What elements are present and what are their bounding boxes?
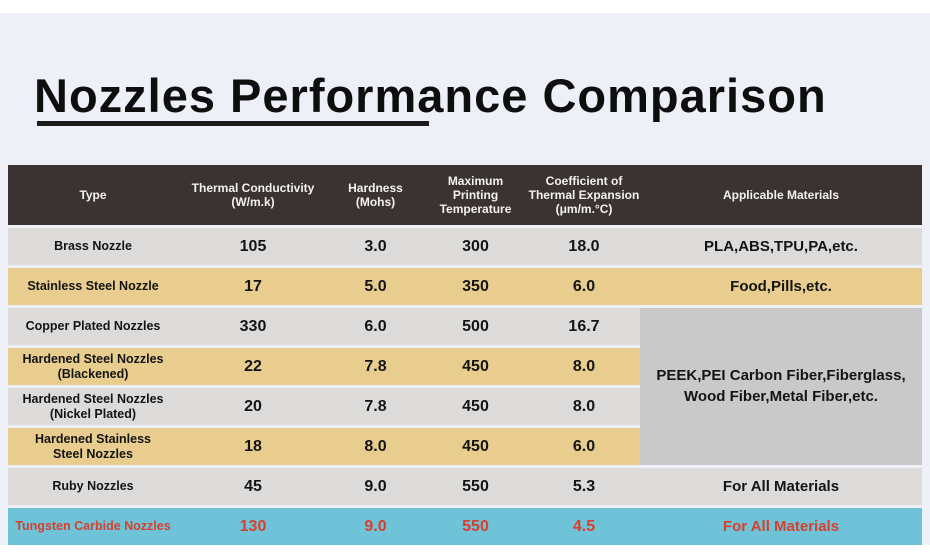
table-cell-conductivity: 20 (178, 388, 328, 425)
table-cell-max-temp: 550 (423, 468, 528, 505)
table-cell-materials: For All Materials (640, 508, 922, 545)
table-cell-hardness: 6.0 (328, 308, 423, 345)
column-header-type: Type (8, 165, 178, 225)
table-cell-expansion: 18.0 (528, 228, 640, 265)
table-cell-expansion: 8.0 (528, 388, 640, 425)
table-cell-hardness: 7.8 (328, 388, 423, 425)
table-cell-conductivity: 105 (178, 228, 328, 265)
column-header-hardness: Hardness (Mohs) (328, 165, 423, 225)
table-cell-type: Hardened Steel Nozzles (Blackened) (8, 348, 178, 385)
table-cell-type: Brass Nozzle (8, 228, 178, 265)
table-cell-max-temp: 450 (423, 348, 528, 385)
table-cell-max-temp: 450 (423, 388, 528, 425)
table-cell-conductivity: 45 (178, 468, 328, 505)
table-cell-materials: Food,Pills,etc. (640, 268, 922, 305)
column-header-thermal-conductivity: Thermal Conductivity (W/m.k) (178, 165, 328, 225)
table-cell-expansion: 16.7 (528, 308, 640, 345)
column-header-applicable-materials: Applicable Materials (640, 165, 922, 225)
table-cell-conductivity: 18 (178, 428, 328, 465)
table-cell-type: Hardened Steel Nozzles (Nickel Plated) (8, 388, 178, 425)
table-cell-max-temp: 300 (423, 228, 528, 265)
table-cell-hardness: 9.0 (328, 468, 423, 505)
table-cell-type: Ruby Nozzles (8, 468, 178, 505)
table-cell-type: Copper Plated Nozzles (8, 308, 178, 345)
table-cell-hardness: 8.0 (328, 428, 423, 465)
table-cell-conductivity: 22 (178, 348, 328, 385)
table-cell-hardness: 5.0 (328, 268, 423, 305)
table-cell-type: Hardened Stainless Steel Nozzles (8, 428, 178, 465)
table-cell-expansion: 5.3 (528, 468, 640, 505)
table-cell-materials: For All Materials (640, 468, 922, 505)
title-underline (37, 121, 429, 126)
table-cell-expansion: 4.5 (528, 508, 640, 545)
merged-materials-cell: PEEK,PEI Carbon Fiber,Fiberglass, Wood F… (640, 308, 922, 465)
nozzle-comparison-table: Type Thermal Conductivity (W/m.k) Hardne… (8, 165, 922, 545)
page-title: Nozzles Performance Comparison (34, 69, 827, 123)
table-cell-expansion: 6.0 (528, 428, 640, 465)
table-cell-type: Stainless Steel Nozzle (8, 268, 178, 305)
table-cell-hardness: 9.0 (328, 508, 423, 545)
column-header-max-printing-temperature: Maximum Printing Temperature (423, 165, 528, 225)
table-cell-max-temp: 450 (423, 428, 528, 465)
table-cell-conductivity: 17 (178, 268, 328, 305)
table-cell-expansion: 8.0 (528, 348, 640, 385)
table-cell-max-temp: 550 (423, 508, 528, 545)
column-header-thermal-expansion: Coefficient of Thermal Expansion (μm/m.°… (528, 165, 640, 225)
table-cell-expansion: 6.0 (528, 268, 640, 305)
table-cell-conductivity: 130 (178, 508, 328, 545)
table-cell-max-temp: 350 (423, 268, 528, 305)
table-cell-materials: PLA,ABS,TPU,PA,etc. (640, 228, 922, 265)
table-cell-conductivity: 330 (178, 308, 328, 345)
table-cell-hardness: 3.0 (328, 228, 423, 265)
table-cell-hardness: 7.8 (328, 348, 423, 385)
table-cell-type: Tungsten Carbide Nozzles (8, 508, 178, 545)
table-cell-max-temp: 500 (423, 308, 528, 345)
